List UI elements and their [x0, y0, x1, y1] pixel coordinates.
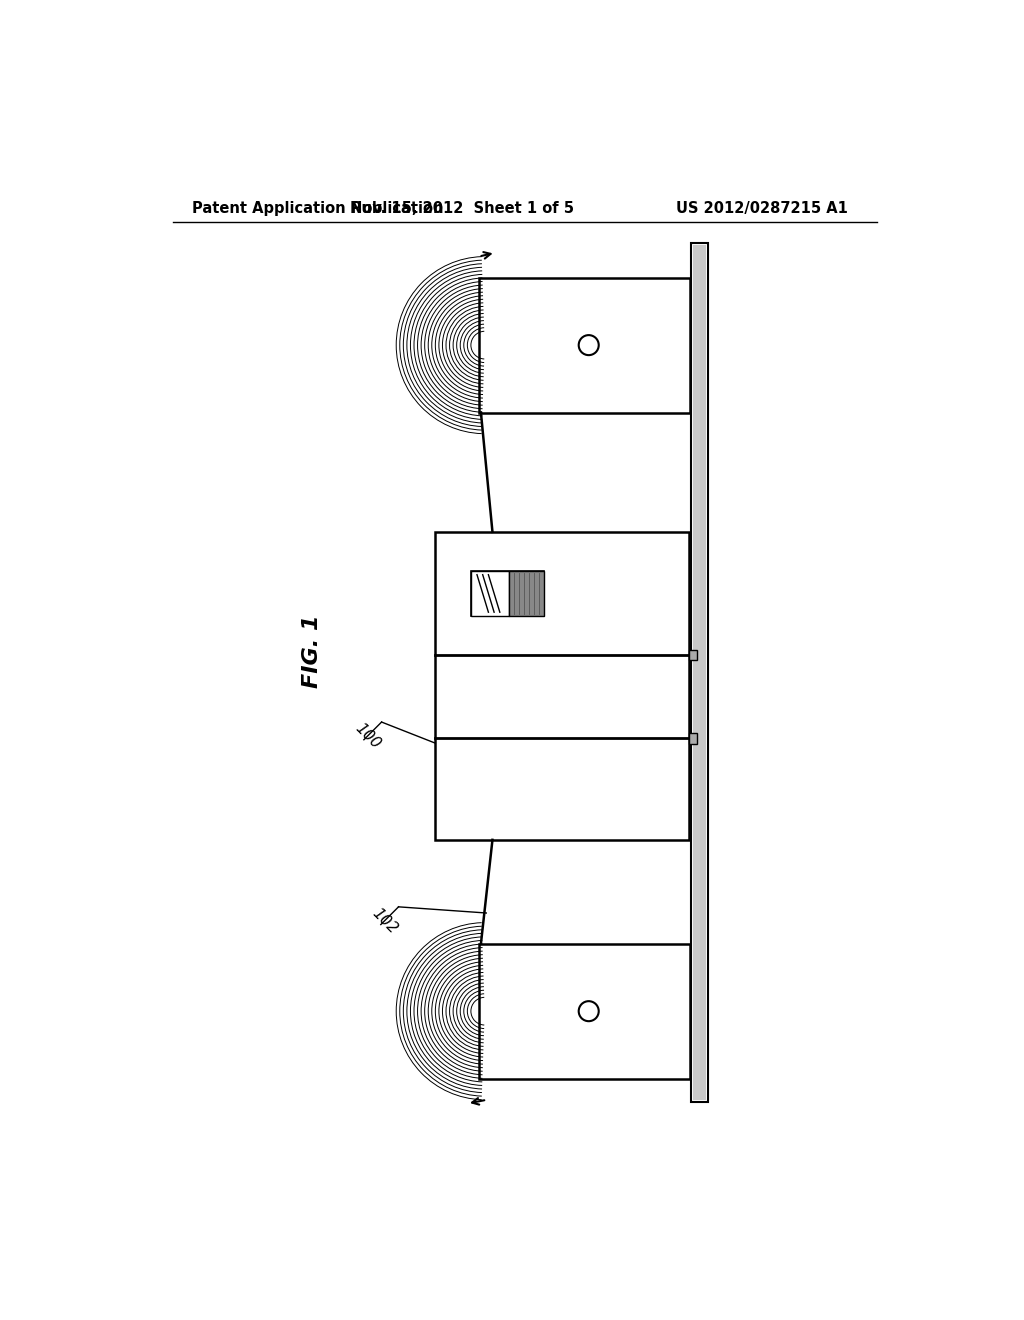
Text: US 2012/0287215 A1: US 2012/0287215 A1: [676, 201, 848, 216]
Bar: [471, 572, 509, 615]
Text: FIG. 1: FIG. 1: [301, 614, 322, 688]
Text: 102: 102: [369, 906, 400, 936]
Bar: [509, 572, 545, 615]
Bar: [471, 572, 545, 615]
Text: 100: 100: [352, 721, 383, 751]
Bar: [689, 649, 696, 660]
Bar: [689, 733, 696, 743]
Circle shape: [579, 1001, 599, 1022]
Bar: [435, 532, 689, 840]
Bar: [478, 277, 690, 412]
Bar: [693, 244, 706, 1100]
Circle shape: [579, 335, 599, 355]
Bar: [691, 243, 708, 1102]
Text: Patent Application Publication: Patent Application Publication: [193, 201, 443, 216]
Bar: [478, 944, 690, 1078]
Text: Nov. 15, 2012  Sheet 1 of 5: Nov. 15, 2012 Sheet 1 of 5: [349, 201, 573, 216]
